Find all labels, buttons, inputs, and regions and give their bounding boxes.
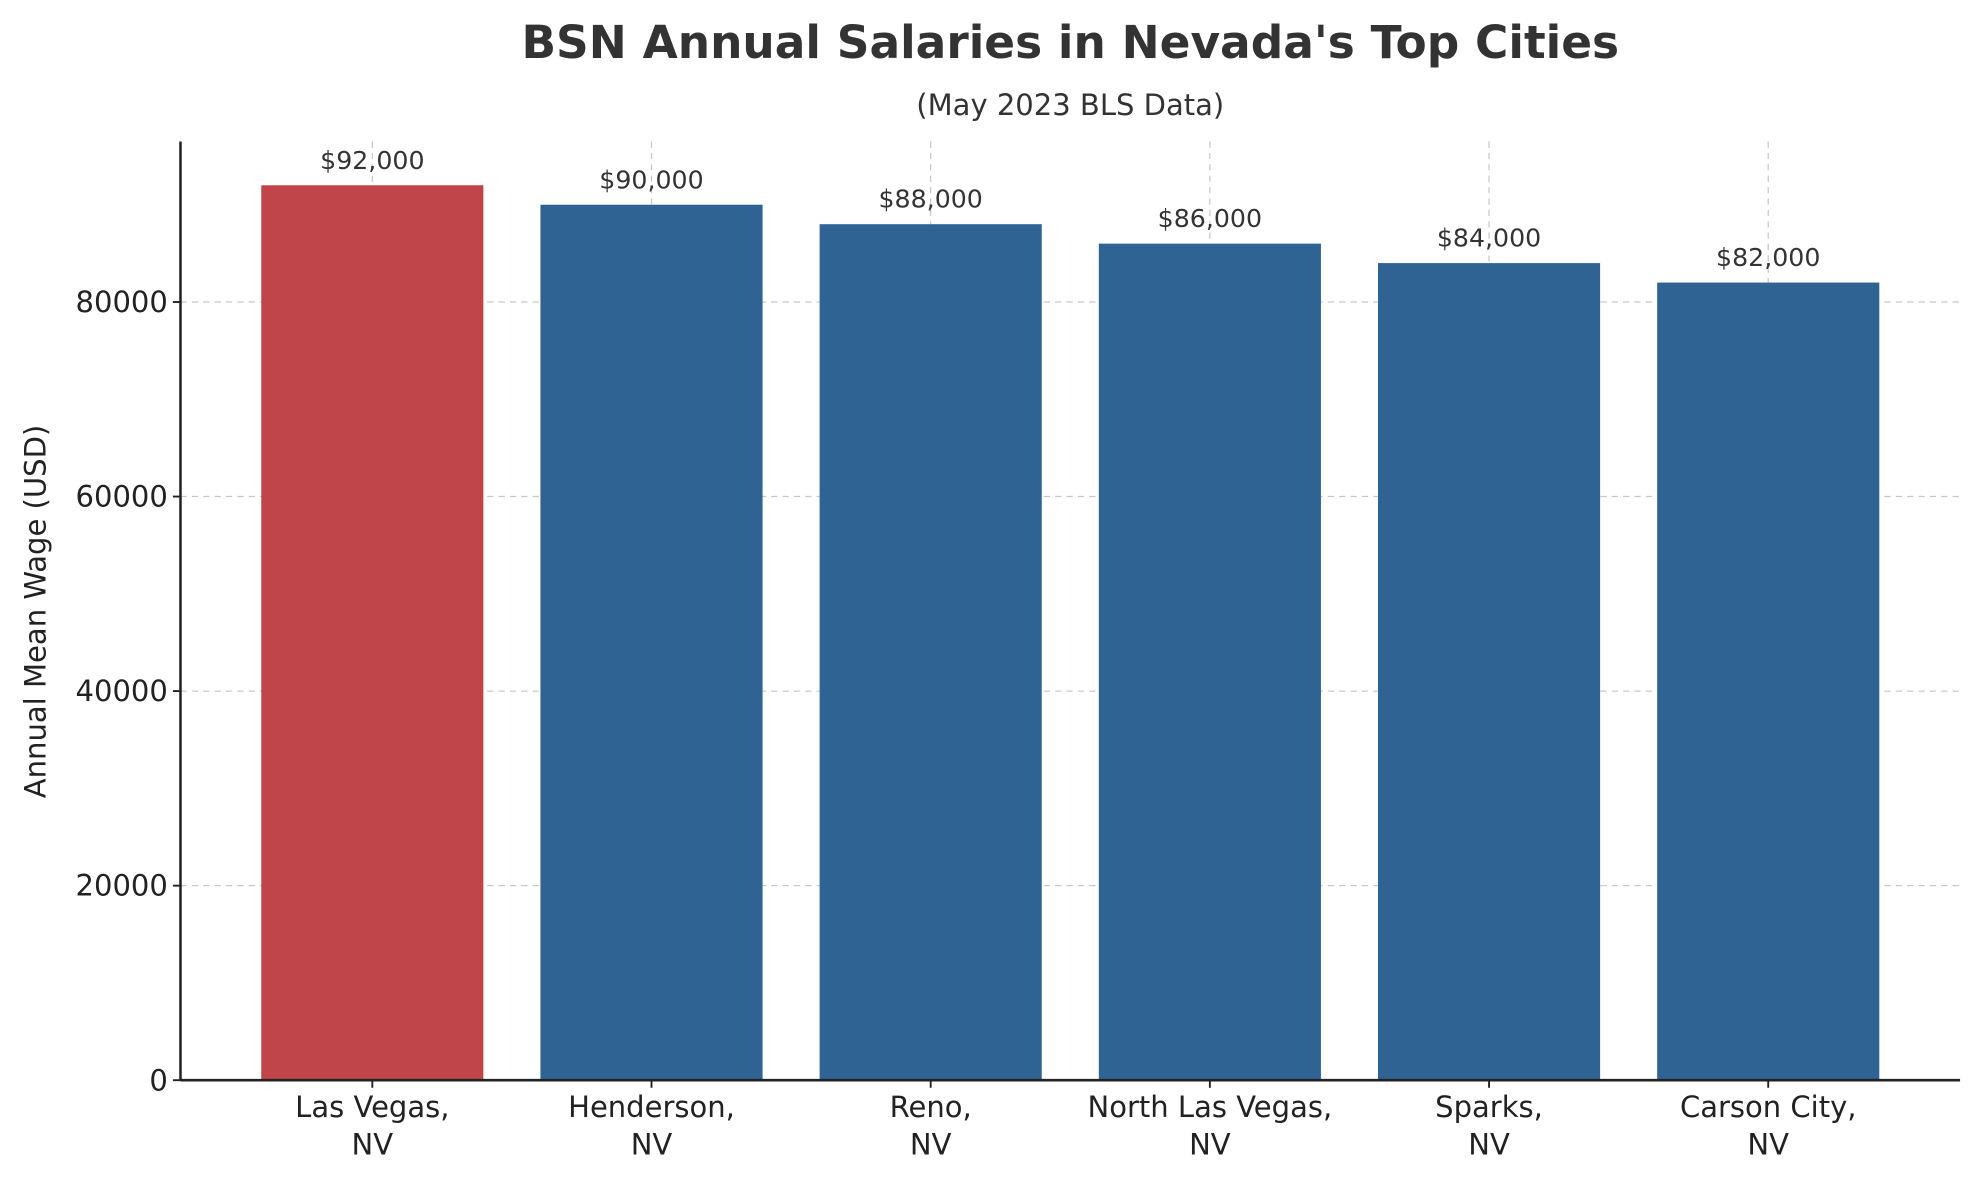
chart-title: BSN Annual Salaries in Nevada's Top Citi… xyxy=(521,16,1619,69)
data-label: $84,000 xyxy=(1437,224,1541,253)
data-label: $92,000 xyxy=(320,146,424,175)
x-tick-label: NV xyxy=(1747,1128,1789,1162)
bar xyxy=(1657,282,1880,1081)
x-tick-label: Sparks, xyxy=(1435,1090,1543,1124)
data-label: $88,000 xyxy=(879,185,983,214)
x-tick-label: NV xyxy=(1468,1128,1510,1162)
x-tick-label: NV xyxy=(910,1128,952,1162)
x-tick-label: Henderson, xyxy=(568,1090,735,1124)
chart-subtitle: (May 2023 BLS Data) xyxy=(916,88,1224,122)
data-label: $90,000 xyxy=(599,165,703,194)
bar xyxy=(1098,243,1321,1081)
data-label: $82,000 xyxy=(1716,243,1820,272)
x-tick-label: NV xyxy=(631,1128,673,1162)
bar xyxy=(1377,263,1601,1081)
y-tick-label: 40000 xyxy=(76,674,168,708)
x-tick-label: NV xyxy=(1189,1128,1231,1162)
y-tick-label: 80000 xyxy=(76,285,168,319)
data-label: $86,000 xyxy=(1158,204,1262,233)
bar xyxy=(819,224,1042,1081)
y-axis-label: Annual Mean Wage (USD) xyxy=(18,425,52,798)
x-tick-label: Reno, xyxy=(890,1090,972,1124)
x-tick-label: Carson City, xyxy=(1680,1090,1857,1124)
x-tick-label: Las Vegas, xyxy=(295,1090,449,1124)
x-tick-label: NV xyxy=(352,1128,394,1162)
x-tick-label: North Las Vegas, xyxy=(1088,1090,1333,1124)
y-tick-label: 0 xyxy=(149,1063,167,1097)
bar xyxy=(261,185,484,1081)
bar xyxy=(540,204,763,1081)
y-tick-label: 60000 xyxy=(76,480,168,514)
y-tick-label: 20000 xyxy=(76,869,168,903)
